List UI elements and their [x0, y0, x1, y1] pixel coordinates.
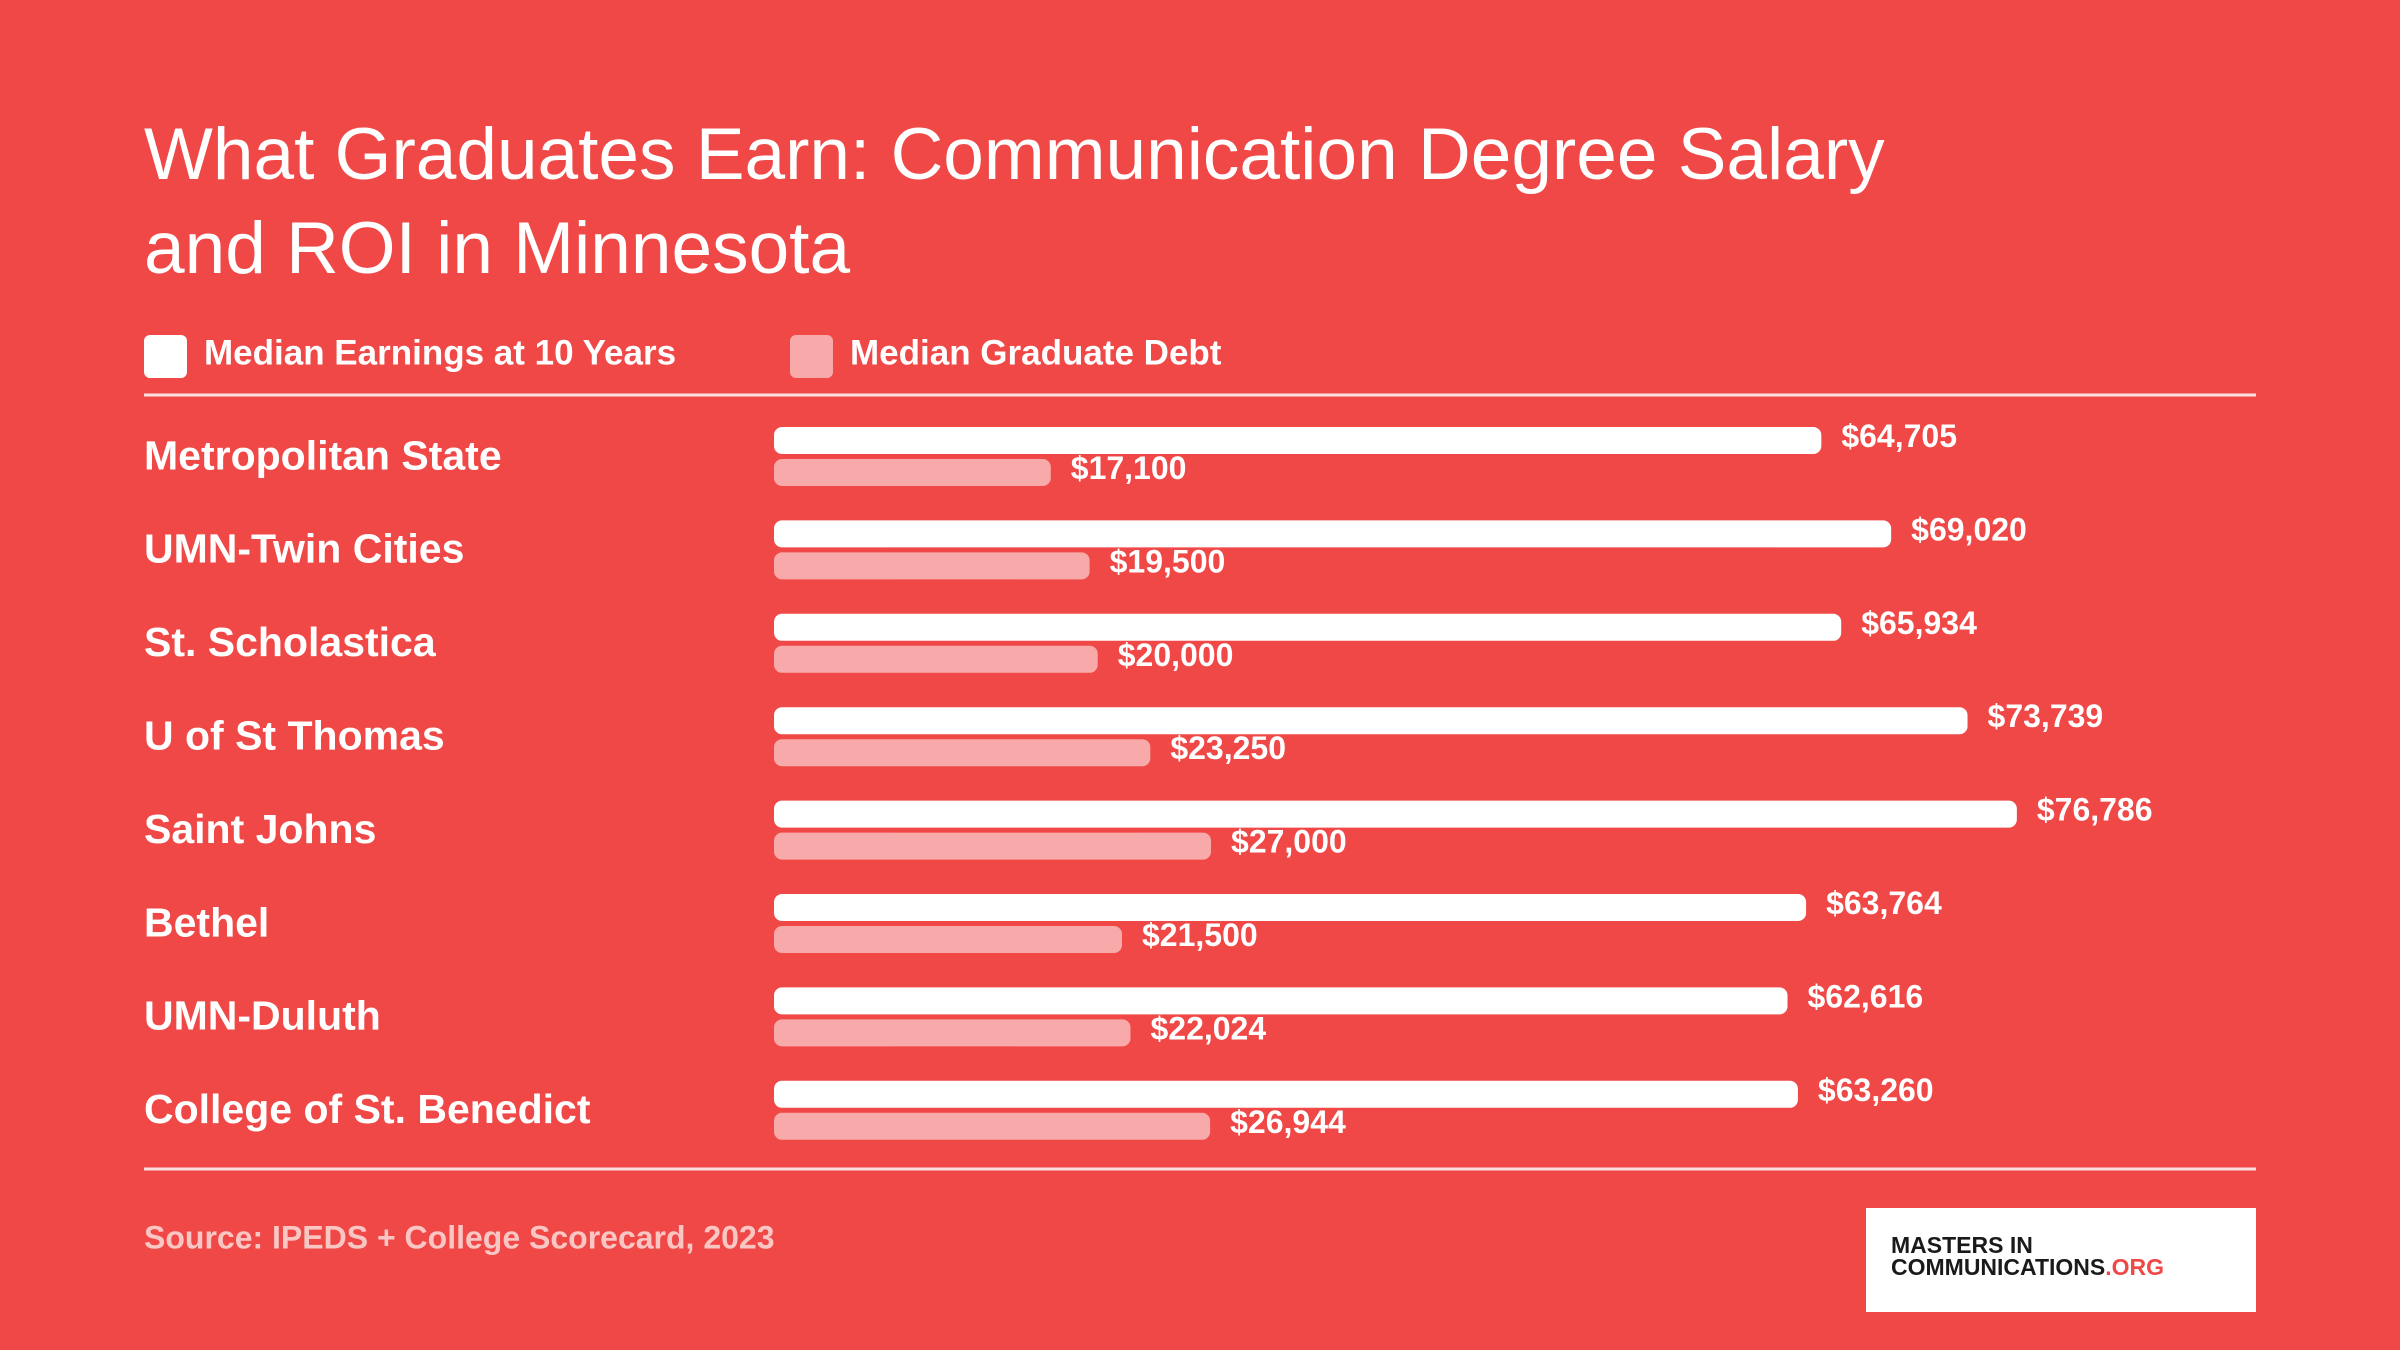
- logo-text: COMMUNICATIONS: [1891, 1254, 2105, 1280]
- value-label: $23,250: [1170, 730, 1286, 766]
- bar: [774, 1019, 1131, 1047]
- value-label: $76,786: [2037, 792, 2153, 828]
- bar: [774, 427, 1822, 454]
- bar: [774, 613, 1842, 641]
- logo-line: MASTERS IN: [1891, 1232, 2033, 1258]
- value-label: $26,944: [1230, 1104, 1346, 1140]
- bar: [774, 520, 1892, 548]
- bar: [774, 739, 1151, 767]
- value-label: $64,705: [1841, 418, 1957, 454]
- category-label: Saint Johns: [144, 806, 376, 852]
- value-label: $17,100: [1071, 450, 1187, 486]
- value-label: $69,020: [1911, 511, 2027, 547]
- category-label: U of St Thomas: [144, 713, 445, 759]
- bar: [774, 645, 1098, 673]
- chart-title: What Graduates Earn: Communication Degre…: [144, 114, 1885, 289]
- bar: [774, 707, 1968, 735]
- category-label: College of St. Benedict: [144, 1086, 591, 1132]
- bar: [774, 894, 1807, 921]
- value-label: $63,764: [1826, 885, 1942, 921]
- category-label: St. Scholastica: [144, 619, 437, 665]
- value-label: $65,934: [1861, 605, 1977, 641]
- legend-swatch: [144, 335, 187, 378]
- bar: [774, 1112, 1211, 1140]
- bar: [774, 832, 1212, 860]
- logo-line: COMMUNICATIONS.ORG: [1891, 1254, 2164, 1280]
- value-label: $73,739: [1988, 698, 2104, 734]
- bar: [774, 459, 1051, 486]
- value-label: $21,500: [1142, 917, 1258, 953]
- bar: [774, 1080, 1798, 1108]
- value-label: $27,000: [1231, 824, 1347, 860]
- bar: [774, 987, 1788, 1015]
- bar: [774, 926, 1122, 953]
- category-label: Metropolitan State: [144, 432, 502, 478]
- value-label: $19,500: [1110, 543, 1226, 579]
- category-label: Bethel: [144, 899, 269, 945]
- logo-suffix: .ORG: [2105, 1254, 2164, 1280]
- bar: [774, 800, 2017, 828]
- legend-label: Median Earnings at 10 Years: [204, 333, 676, 372]
- legend-swatch: [790, 335, 833, 378]
- value-label: $62,616: [1808, 978, 1924, 1014]
- legend-label: Median Graduate Debt: [850, 333, 1222, 372]
- logo-box: [1866, 1208, 2256, 1312]
- source: Source: IPEDS + College Scorecard, 2023: [144, 1219, 775, 1255]
- value-label: $20,000: [1118, 637, 1234, 673]
- category-label: UMN-Duluth: [144, 993, 381, 1039]
- category-label: UMN-Twin Cities: [144, 526, 464, 572]
- value-label: $22,024: [1150, 1010, 1266, 1046]
- value-label: $63,260: [1818, 1072, 1934, 1108]
- bar: [774, 552, 1090, 580]
